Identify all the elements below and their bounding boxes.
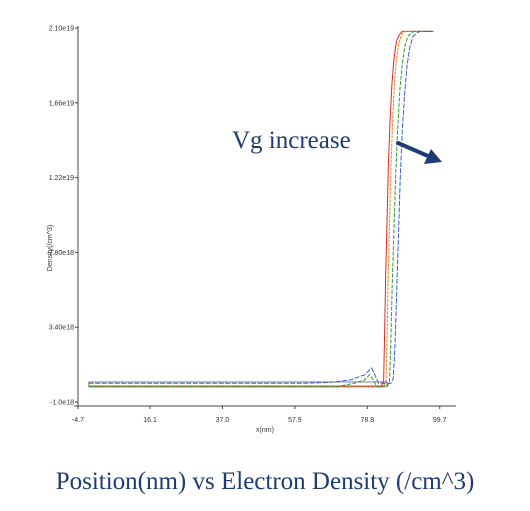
chart: -1.0e18 3.40e18 7.80e18 1.22e19 1.66e19 2.10e… (47, 26, 456, 434)
series-line-1 (88, 30, 432, 388)
x-tick-label: 78.8 (360, 417, 374, 424)
y-tick-label: 2.10e19 (49, 26, 74, 33)
y-axis: -1.0e18 3.40e18 7.80e18 1.22e19 1.66e19 2.10e… (49, 26, 79, 407)
y-tick-label: 7.80e18 (49, 250, 74, 257)
plot-area (88, 30, 434, 388)
x-axis: -4.7 16.1 37.0 57.9 78.8 99.7 (72, 405, 456, 424)
figure-caption: Position(nm) vs Electron Density (/cm^3) (55, 468, 475, 495)
x-tick-label: 99.7 (433, 417, 447, 424)
annotation-arrow-icon (396, 141, 442, 164)
y-axis-label: Density(/cm^3) (47, 225, 54, 271)
x-axis-label: x(nm) (256, 427, 274, 434)
series-line-2 (88, 30, 432, 388)
baseline-outline (88, 381, 388, 387)
series-line-3 (88, 30, 433, 388)
y-tick-label: -1.0e18 (50, 400, 74, 407)
series-line-4 (88, 30, 434, 384)
y-tick-label: 3.40e18 (49, 325, 74, 332)
x-tick-label: 57.9 (288, 417, 302, 424)
x-tick-label: -4.7 (72, 417, 84, 424)
y-tick-label: 1.66e19 (49, 100, 74, 107)
x-tick-label: 16.1 (143, 417, 157, 424)
x-tick-label: 37.0 (216, 417, 230, 424)
y-tick-label: 1.22e19 (49, 175, 74, 182)
annotation-vg-increase: Vg increase (232, 127, 351, 154)
